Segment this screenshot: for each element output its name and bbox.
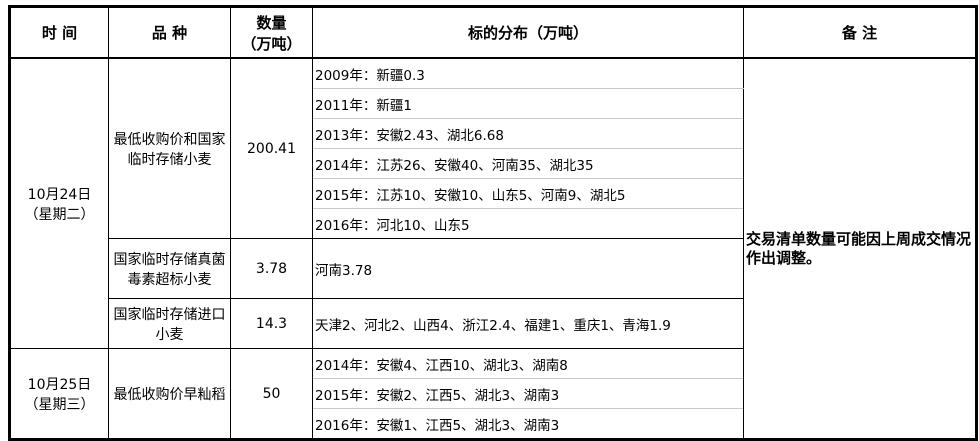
- distribution-cell: 天津2、河北2、山西4、浙江2.4、福建1、重庆1、青海1.9: [312, 298, 744, 349]
- variety-cell: 国家临时存储进口小麦: [108, 298, 231, 349]
- header-row: 时 间 品 种 数量 （万吨） 标的分布（万吨） 备 注: [9, 6, 977, 59]
- table-row: 2016年：河北10、山东5: [10, 208, 977, 239]
- weekday: （星期三）: [24, 396, 95, 413]
- qty-cell: 3.78: [230, 238, 313, 299]
- table-row: 2011年：新疆1: [10, 88, 977, 119]
- header-variety: 品 种: [108, 6, 231, 59]
- qty-cell: 200.41: [230, 57, 313, 239]
- qty-cell: 14.3: [230, 298, 313, 349]
- header-time: 时 间: [9, 6, 109, 59]
- table-row: 10月24日 （星期二） 最低收购价和国家临时存储小麦 200.41 2009年：…: [9, 57, 977, 440]
- table-row: 2016年：安徽1、江西5、湖北3、湖南3: [10, 408, 977, 440]
- variety-cell: 最低收购价和国家临时存储小麦: [108, 57, 231, 239]
- table-row: 2015年：江苏10、安徽10、山东5、河南9、湖北5: [10, 178, 977, 209]
- weekday: （星期二）: [24, 206, 95, 223]
- variety-cell: 国家临时存储真菌毒素超标小麦: [108, 238, 231, 299]
- distribution-cell: 2014年：江苏26、安徽40、河南35、湖北35: [312, 148, 744, 179]
- distribution-cell: 2009年：新疆0.3: [312, 57, 744, 89]
- distribution-cell: 2016年：河北10、山东5: [312, 208, 744, 239]
- distribution-cell: 河南3.78: [312, 238, 744, 299]
- date-cell: 10月24日 （星期二）: [9, 57, 109, 349]
- table-row: 2015年：安徽2、江西5、湖北3、湖南3: [10, 378, 977, 409]
- date: 10月24日: [27, 186, 92, 203]
- header-distribution: 标的分布（万吨）: [312, 6, 744, 59]
- distribution-cell: 2015年：江苏10、安徽10、山东5、河南9、湖北5: [312, 178, 744, 209]
- date: 10月25日: [27, 376, 92, 393]
- distribution-cell: 2016年：安徽1、江西5、湖北3、湖南3: [312, 408, 744, 440]
- header-qty: 数量 （万吨）: [230, 6, 313, 59]
- qty-cell: 50: [230, 348, 313, 440]
- distribution-cell: 2015年：安徽2、江西5、湖北3、湖南3: [312, 378, 744, 409]
- distribution-cell: 2013年：安徽2.43、湖北6.68: [312, 118, 744, 149]
- distribution-cell: 2014年：安徽4、江西10、湖北3、湖南8: [312, 348, 744, 379]
- table-row: 国家临时存储真菌毒素超标小麦 3.78 河南3.78: [10, 238, 977, 299]
- table-row: 2013年：安徽2.43、湖北6.68: [10, 118, 977, 149]
- variety-cell: 最低收购价早籼稻: [108, 348, 231, 440]
- date-cell: 10月25日 （星期三）: [9, 348, 109, 440]
- header-qty-text: 数量 （万吨）: [241, 13, 302, 53]
- note-cell: 交易清单数量可能因上周成交情况作出调整。: [743, 57, 977, 440]
- header-note: 备 注: [743, 6, 977, 59]
- distribution-cell: 2011年：新疆1: [312, 88, 744, 119]
- auction-schedule-table: 时 间 品 种 数量 （万吨） 标的分布（万吨） 备 注 10月24日 （星期二） …: [8, 5, 978, 441]
